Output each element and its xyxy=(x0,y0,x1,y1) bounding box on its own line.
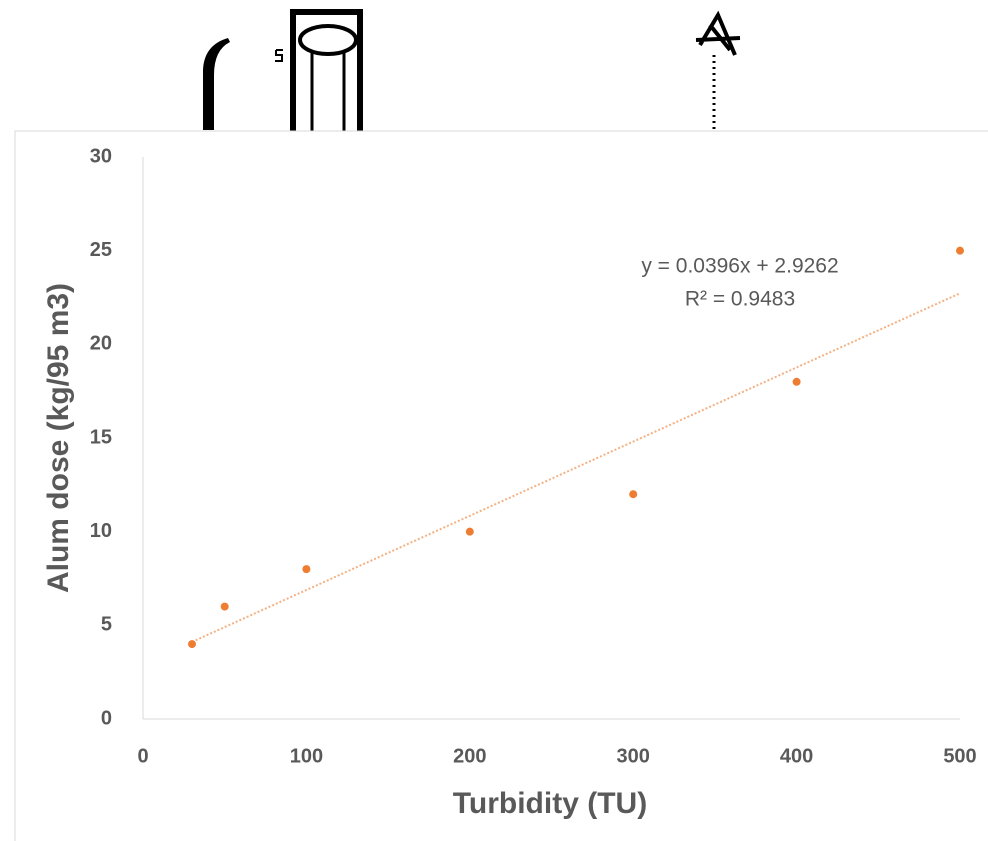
y-tick-label: 25 xyxy=(90,239,112,261)
y-tick-label: 20 xyxy=(90,333,112,355)
page: Turbidity (TU) Alum dose (kg/95 m3) y = … xyxy=(0,0,988,841)
sketch-mark xyxy=(275,50,283,61)
y-tick-label: 15 xyxy=(90,426,112,448)
y-tick-label: 30 xyxy=(90,145,112,167)
r-squared: R² = 0.9483 xyxy=(685,288,795,311)
x-axis-title: Turbidity (TU) xyxy=(453,787,647,820)
x-tick-label: 300 xyxy=(617,745,650,767)
chart-area xyxy=(15,131,988,841)
y-tick-label: 10 xyxy=(90,520,112,542)
sketch-symbol xyxy=(696,15,740,55)
y-tick-label: 0 xyxy=(101,707,112,729)
point xyxy=(466,528,474,536)
y-axis-title: Alum dose (kg/95 m3) xyxy=(42,283,75,593)
x-tick-label: 200 xyxy=(453,745,486,767)
x-tick-label: 400 xyxy=(780,745,813,767)
sketch-curve xyxy=(203,38,230,130)
point xyxy=(956,247,964,255)
point xyxy=(221,603,229,611)
scanned-sketch xyxy=(203,12,740,137)
x-tick-label: 500 xyxy=(943,745,976,767)
x-tick-label: 100 xyxy=(290,745,323,767)
point xyxy=(188,640,196,648)
point xyxy=(302,565,310,573)
point xyxy=(793,378,801,386)
sketch-ellipse xyxy=(300,26,356,54)
x-tick-label: 0 xyxy=(137,745,148,767)
point xyxy=(629,490,637,498)
y-tick-label: 5 xyxy=(101,614,112,636)
trendline-equation: y = 0.0396x + 2.9262 xyxy=(641,255,838,278)
